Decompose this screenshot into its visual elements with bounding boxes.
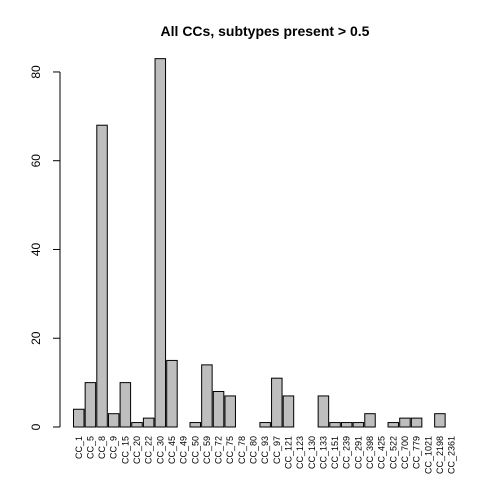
- x-tick-label: CC_8: [97, 436, 107, 459]
- bar: [131, 422, 143, 428]
- chart-title: All CCs, subtypes present > 0.5: [161, 23, 370, 39]
- x-tick-label: CC_30: [155, 436, 165, 464]
- x-tick-label: CC_59: [202, 436, 212, 464]
- x-tick-label: CC_151: [330, 436, 340, 469]
- bar: [329, 422, 341, 428]
- y-tick-label: 20: [29, 331, 43, 345]
- x-tick-label: CC_93: [260, 436, 270, 464]
- x-tick-label: CC_425: [377, 436, 387, 469]
- x-tick-label: CC_72: [214, 436, 224, 464]
- x-tick-label: CC_779: [412, 436, 422, 469]
- x-tick-label: CC_5: [85, 436, 95, 459]
- bar: [224, 395, 236, 428]
- x-tick-label: CC_121: [283, 436, 293, 469]
- x-tick-label: CC_2361: [447, 436, 457, 474]
- bar: [352, 422, 365, 428]
- y-axis: 0 20 40 60 80: [29, 65, 61, 430]
- bar: [154, 58, 167, 428]
- x-axis-labels: CC_1 CC_5 CC_8 CC_9 CC_15 CC_20 CC_22 CC_30 CC_4…: [74, 436, 457, 474]
- x-tick-label: CC_97: [272, 436, 282, 464]
- bar: [107, 413, 120, 428]
- bar: [399, 417, 411, 428]
- x-tick-label: CC_1: [74, 436, 84, 459]
- bar: [364, 413, 376, 428]
- x-tick-label: CC_239: [342, 436, 352, 469]
- bar: [317, 395, 330, 428]
- bar: [166, 359, 178, 428]
- x-tick-label: CC_133: [318, 436, 328, 469]
- y-tick-label: 0: [29, 423, 43, 430]
- x-tick-label: CC_50: [190, 436, 200, 464]
- bar: [434, 413, 446, 428]
- y-tick-label: 80: [29, 65, 43, 79]
- x-tick-label: CC_522: [388, 436, 398, 469]
- bar: [212, 390, 225, 428]
- x-tick-label: CC_291: [353, 436, 363, 469]
- x-tick-label: CC_22: [144, 436, 154, 464]
- bar: [387, 422, 400, 428]
- x-tick-label: CC_398: [365, 436, 375, 469]
- x-tick-label: CC_9: [109, 436, 119, 459]
- x-tick-label: CC_1021: [423, 436, 433, 474]
- bars: [73, 58, 446, 428]
- bar: [282, 395, 295, 428]
- bar: [201, 364, 213, 428]
- bar: [142, 417, 155, 428]
- x-tick-label: CC_123: [295, 436, 305, 469]
- x-tick-label: CC_49: [179, 436, 189, 464]
- x-tick-label: CC_2198: [435, 436, 445, 474]
- bar: [259, 422, 271, 428]
- bar: [119, 382, 132, 428]
- x-tick-label: CC_130: [307, 436, 317, 469]
- bar: [96, 124, 108, 428]
- x-tick-label: CC_80: [249, 436, 259, 464]
- bar: [189, 422, 201, 428]
- x-tick-label: CC_45: [167, 436, 177, 464]
- x-tick-label: CC_700: [400, 436, 410, 469]
- x-tick-label: CC_15: [120, 436, 130, 464]
- bar: [410, 417, 423, 428]
- bar: [73, 408, 85, 428]
- y-tick-label: 60: [29, 154, 43, 168]
- bar: [271, 377, 283, 428]
- bar: [84, 382, 97, 428]
- x-tick-label: CC_20: [132, 436, 142, 464]
- y-tick-label: 40: [29, 242, 43, 256]
- x-tick-label: CC_75: [225, 436, 235, 464]
- bar: [340, 422, 353, 428]
- x-tick-label: CC_78: [237, 436, 247, 464]
